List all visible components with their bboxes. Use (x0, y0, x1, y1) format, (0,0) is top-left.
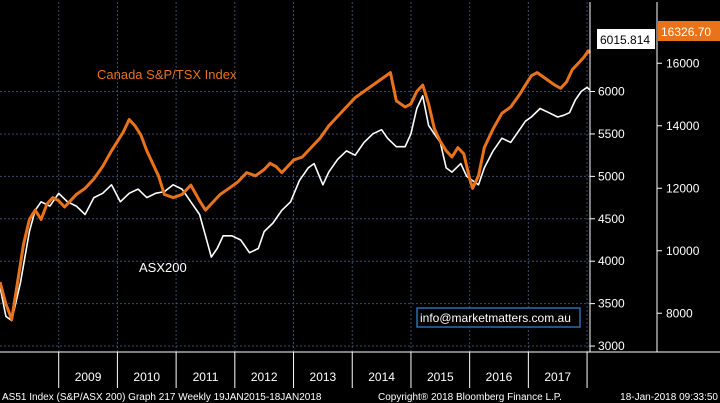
watermark-box: info@marketmatters.com.au (416, 307, 581, 328)
tick-label-left-3500: 3500 (598, 297, 625, 311)
x-tick-label-2014: 2014 (368, 370, 395, 384)
watermark-text: info@marketmatters.com.au (420, 311, 571, 325)
tick-label-left-4500: 4500 (598, 212, 625, 226)
last-value-left: 6015.814 (597, 29, 655, 49)
tick-label-right-8000: 8000 (666, 306, 693, 320)
x-tick-label-2016: 2016 (486, 370, 513, 384)
footer-left: AS51 Index (S&P/ASX 200) Graph 217 Weekl… (2, 392, 322, 403)
last-value-right: 16326.70 (658, 21, 720, 41)
x-tick-label-2009: 2009 (75, 370, 102, 384)
tick-label-right-12000: 12000 (666, 181, 700, 195)
footer-bar (0, 389, 720, 403)
tick-label-left-6000: 6000 (598, 85, 625, 99)
x-tick-label-2013: 2013 (310, 370, 337, 384)
x-tick-label-2017: 2017 (544, 370, 571, 384)
tick-label-right-10000: 10000 (666, 244, 700, 258)
footer-right: 18-Jan-2018 09:33:50 (620, 392, 718, 403)
tick-label-right-14000: 14000 (666, 119, 700, 133)
tick-label-left-5000: 5000 (598, 169, 625, 183)
series-line-tsx (0, 49, 592, 321)
x-tick-label-2010: 2010 (133, 370, 160, 384)
tick-label-left-4000: 4000 (598, 254, 625, 268)
tick-label-right-16000: 16000 (666, 56, 700, 70)
axes: 3000 3500 4000 4500 5000 5500 6000 8000 10000 120… (0, 2, 720, 388)
series-lines (0, 49, 592, 322)
x-tick-label-2012: 2012 (251, 370, 278, 384)
footer-center: Copyright® 2018 Bloomberg Finance L.P. (378, 392, 562, 403)
annotation-asx200-label: ASX200 (139, 260, 187, 275)
annotation-tsx-label: Canada S&P/TSX Index (97, 67, 237, 82)
x-tick-label-2015: 2015 (427, 370, 454, 384)
last-value-left-text: 6015.814 (600, 33, 650, 47)
tick-label-left-5500: 5500 (598, 127, 625, 141)
tick-label-left-3000: 3000 (598, 339, 625, 353)
x-tick-label-2011: 2011 (193, 370, 219, 384)
series-line-asx200 (0, 86, 591, 322)
last-value-right-text: 16326.70 (661, 25, 711, 39)
